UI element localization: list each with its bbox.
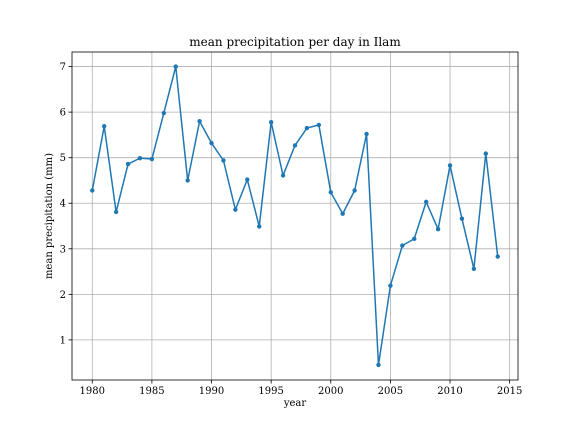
x-tick-label: 2000 <box>318 386 343 397</box>
y-axis-label: mean precipitation (mm) <box>44 153 55 279</box>
x-tick-label: 1980 <box>80 386 105 397</box>
y-tick-label: 2 <box>60 290 66 301</box>
data-point <box>400 243 405 248</box>
data-point <box>495 254 500 259</box>
data-point <box>257 224 262 229</box>
data-point <box>388 283 393 288</box>
y-tick-label: 3 <box>60 244 66 255</box>
data-point <box>423 199 429 205</box>
x-tick-label: 1985 <box>139 386 164 397</box>
data-point <box>173 64 178 69</box>
x-axis-label: year <box>283 398 307 409</box>
data-point <box>316 122 322 128</box>
data-point <box>209 140 214 146</box>
x-tick-label: 2015 <box>497 386 522 397</box>
data-point <box>125 161 131 167</box>
data-point <box>268 119 274 125</box>
data-point <box>352 188 357 193</box>
y-tick-label: 4 <box>60 199 66 210</box>
grid-lines <box>72 52 518 380</box>
data-point <box>483 151 489 156</box>
data-point <box>101 124 107 129</box>
data-point <box>340 211 345 216</box>
data-point <box>185 178 190 183</box>
data-point <box>376 362 381 368</box>
data-point <box>161 110 167 116</box>
data-point <box>447 163 453 168</box>
x-tick-label: 2010 <box>437 386 462 397</box>
data-point <box>435 227 441 232</box>
data-point <box>113 209 119 215</box>
series-line <box>91 65 499 366</box>
chart-title: mean precipitation per day in Ilam <box>189 35 401 49</box>
data-point <box>471 266 477 272</box>
tick-layer: 1980 1985 1990 1995 2000 2005 2010 2015 1 2 3 4 5 6 7 <box>60 62 523 397</box>
data-point <box>233 207 238 212</box>
data-point <box>137 155 143 161</box>
data-point <box>292 143 298 148</box>
data-point <box>328 190 333 195</box>
x-tick-label: 2005 <box>378 386 403 397</box>
data-point <box>197 119 202 124</box>
data-point <box>280 173 286 178</box>
data-point <box>304 125 310 131</box>
data-point <box>364 131 369 137</box>
x-tick-label: 1995 <box>258 386 283 397</box>
data-point <box>149 156 155 162</box>
data-point <box>245 177 250 182</box>
x-tick-label: 1990 <box>199 386 224 397</box>
y-tick-label: 6 <box>60 108 66 119</box>
data-point <box>459 216 465 221</box>
data-point <box>412 236 417 241</box>
y-tick-label: 1 <box>60 335 66 346</box>
data-point <box>221 158 226 163</box>
plot-frame <box>71 51 519 381</box>
y-tick-label: 5 <box>60 153 66 164</box>
series-layer <box>90 64 500 368</box>
data-point <box>90 188 95 193</box>
y-tick-label: 7 <box>60 62 66 73</box>
